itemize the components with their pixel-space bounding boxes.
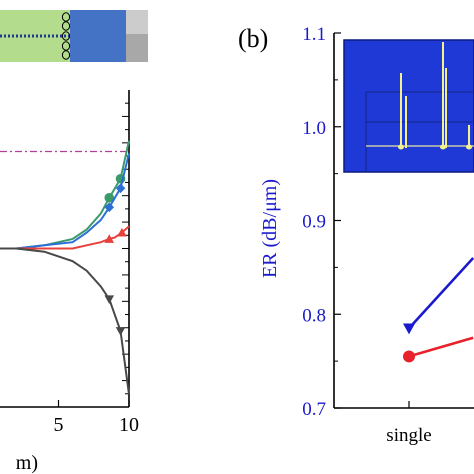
panel-b-inset	[343, 39, 474, 173]
panel-b-y-tick-label: 0.7	[302, 399, 326, 420]
panel-a: 5 10 m)	[0, 90, 139, 474]
inset-spike-base	[466, 144, 472, 150]
panel-a-x-tick-label: 5	[54, 414, 64, 436]
inset-background	[344, 40, 474, 172]
panel-a-data-point	[104, 234, 115, 243]
panel-a-data-point	[117, 227, 127, 237]
schematic-blue-region	[70, 10, 126, 62]
panel-a-series-line	[0, 153, 130, 250]
inset-spike-base	[398, 144, 404, 150]
panel-b-y-tick-label: 0.8	[302, 305, 326, 326]
panel-a-data-point	[104, 192, 115, 203]
panel-b-data-point	[403, 323, 415, 335]
schematic-gray-shade	[126, 34, 148, 62]
panel-b: 0.7 0.8 0.9 1.0 1.1 ER (dB/μm) single	[259, 24, 474, 446]
panel-a-data-point	[115, 327, 126, 336]
panel-a-x-tick-label: 10	[119, 414, 139, 436]
panel-b-label: (b)	[238, 24, 268, 53]
panel-a-x-axis-label: m)	[16, 452, 38, 474]
panel-b-series-line	[408, 336, 474, 358]
panel-a-series-line	[0, 247, 130, 395]
panel-a-data-point	[104, 295, 115, 305]
panel-b-y-tick-label: 1.1	[302, 24, 326, 45]
inset-border	[343, 39, 474, 173]
panel-b-x-tick-label: single	[386, 425, 431, 446]
schematic-ring	[61, 21, 71, 31]
panel-b-series-line	[408, 257, 474, 330]
panel-b-data-point	[403, 350, 415, 363]
panel-a-data-point	[104, 202, 115, 213]
panel-a-data-point	[115, 183, 126, 194]
schematic-ring	[61, 12, 71, 22]
panel-b-y-tick-label: 0.9	[302, 212, 326, 233]
schematic-ring	[61, 31, 71, 41]
schematic-ring	[61, 41, 71, 51]
panel-b-y-tick-label: 1.0	[302, 118, 326, 139]
panel-b-y-axis-label: ER (dB/μm)	[259, 179, 281, 278]
schematic-ring-stack	[61, 12, 71, 60]
schematic-ring	[61, 50, 71, 60]
inset-spike-base	[440, 144, 446, 150]
device-schematic	[0, 10, 148, 62]
schematic-green-region	[0, 10, 70, 62]
